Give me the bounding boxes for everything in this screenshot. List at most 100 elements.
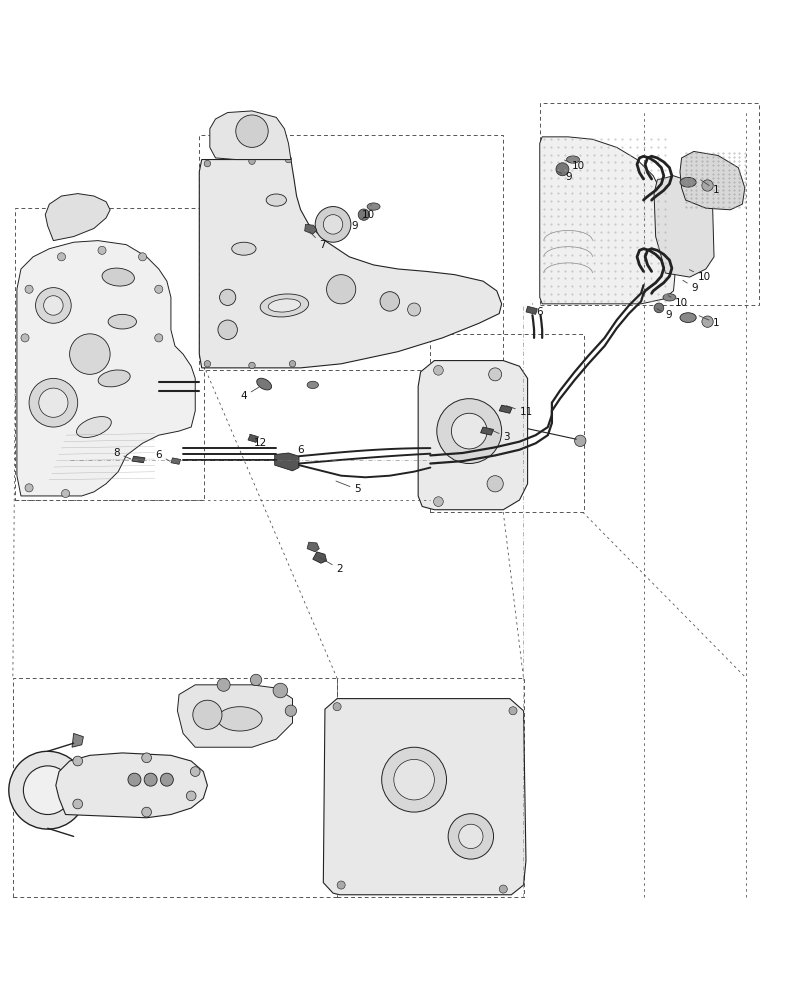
Circle shape: [142, 807, 152, 817]
Circle shape: [155, 334, 163, 342]
Ellipse shape: [217, 707, 262, 731]
Circle shape: [653, 303, 663, 313]
Ellipse shape: [268, 299, 300, 312]
Polygon shape: [45, 194, 110, 241]
Ellipse shape: [102, 268, 135, 286]
Polygon shape: [323, 699, 526, 895]
Circle shape: [285, 156, 291, 163]
Text: 10: 10: [564, 160, 585, 171]
Circle shape: [190, 767, 200, 776]
Text: 10: 10: [667, 296, 688, 308]
Polygon shape: [17, 241, 195, 496]
Text: 9: 9: [682, 280, 697, 293]
Text: 6: 6: [155, 450, 169, 461]
Text: 10: 10: [361, 205, 374, 220]
Circle shape: [508, 707, 517, 715]
Circle shape: [142, 753, 152, 763]
Circle shape: [380, 292, 399, 311]
Text: 1: 1: [698, 316, 719, 328]
Circle shape: [21, 334, 29, 342]
Text: 9: 9: [351, 216, 366, 231]
Circle shape: [337, 881, 345, 889]
Circle shape: [451, 413, 487, 449]
Circle shape: [315, 207, 350, 242]
Circle shape: [556, 163, 569, 176]
Circle shape: [289, 361, 295, 367]
Circle shape: [139, 253, 147, 261]
Circle shape: [436, 399, 501, 464]
Polygon shape: [132, 456, 145, 463]
Circle shape: [39, 388, 68, 417]
Circle shape: [499, 885, 507, 893]
Circle shape: [58, 253, 66, 261]
Text: 4: 4: [240, 387, 259, 401]
Circle shape: [217, 320, 237, 339]
Circle shape: [488, 368, 501, 381]
Circle shape: [407, 303, 420, 316]
Circle shape: [250, 674, 261, 686]
Ellipse shape: [367, 203, 380, 210]
Circle shape: [272, 683, 287, 698]
Polygon shape: [199, 160, 501, 368]
Circle shape: [128, 773, 141, 786]
Circle shape: [701, 180, 712, 191]
Circle shape: [448, 814, 493, 859]
Polygon shape: [209, 111, 290, 160]
Bar: [13, 678, 337, 897]
Circle shape: [219, 289, 235, 305]
Circle shape: [248, 362, 255, 369]
Polygon shape: [307, 542, 319, 552]
Circle shape: [192, 700, 221, 729]
Text: 9: 9: [656, 309, 672, 320]
Polygon shape: [170, 458, 180, 464]
Polygon shape: [679, 151, 744, 210]
Polygon shape: [177, 685, 292, 747]
Circle shape: [36, 288, 71, 323]
Circle shape: [487, 476, 503, 492]
Circle shape: [217, 678, 230, 691]
Text: 2: 2: [320, 557, 342, 574]
Bar: [337, 678, 523, 897]
Text: 12: 12: [249, 434, 266, 448]
Circle shape: [161, 773, 173, 786]
Circle shape: [285, 705, 296, 716]
Ellipse shape: [266, 194, 286, 206]
Circle shape: [326, 275, 355, 304]
Circle shape: [73, 799, 83, 809]
Bar: [430, 334, 584, 512]
Circle shape: [98, 246, 106, 254]
Circle shape: [333, 703, 341, 711]
Circle shape: [433, 497, 443, 506]
Text: 3: 3: [485, 428, 509, 442]
Polygon shape: [247, 434, 258, 442]
Ellipse shape: [566, 156, 579, 163]
Circle shape: [73, 756, 83, 766]
Ellipse shape: [662, 294, 675, 301]
Circle shape: [155, 285, 163, 293]
Circle shape: [9, 751, 87, 829]
Circle shape: [144, 773, 157, 786]
Ellipse shape: [108, 314, 136, 329]
Ellipse shape: [98, 370, 130, 387]
Polygon shape: [304, 224, 316, 234]
Text: 6: 6: [532, 304, 543, 317]
Circle shape: [433, 365, 443, 375]
Text: 7: 7: [309, 232, 325, 250]
Circle shape: [186, 791, 195, 801]
Polygon shape: [312, 552, 326, 563]
Polygon shape: [526, 306, 537, 314]
Polygon shape: [56, 753, 207, 818]
Ellipse shape: [679, 313, 695, 322]
Text: 11: 11: [505, 406, 532, 417]
Circle shape: [204, 160, 210, 167]
Polygon shape: [539, 137, 674, 304]
Text: 5: 5: [336, 481, 360, 494]
Ellipse shape: [307, 381, 318, 389]
Polygon shape: [72, 733, 84, 747]
Bar: [199, 135, 503, 370]
Circle shape: [204, 361, 210, 367]
Ellipse shape: [260, 294, 308, 317]
Circle shape: [323, 215, 342, 234]
Polygon shape: [418, 361, 527, 510]
Circle shape: [701, 316, 712, 327]
